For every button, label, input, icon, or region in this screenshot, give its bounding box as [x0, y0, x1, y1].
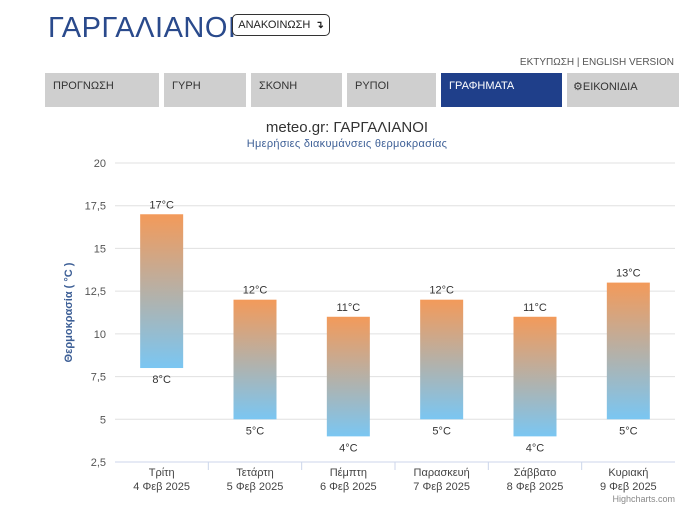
low-temp-label: 8°C [152, 374, 171, 386]
chart-subtitle: Ημερήσιες διακυμάνσεις θερμοκρασίας [246, 138, 448, 150]
tab-dust[interactable]: ΣΚΟΝΗ [251, 73, 342, 107]
temperature-bar [233, 299, 277, 420]
temperature-bar [513, 316, 557, 437]
x-tick-date: 6 Φεβ 2025 [320, 481, 377, 493]
x-tick-day: Κυριακή [608, 467, 648, 479]
high-temp-label: 17°C [149, 199, 174, 211]
low-temp-label: 4°C [339, 442, 358, 454]
x-tick-day: Τετάρτη [236, 467, 274, 479]
x-tick-date: 5 Φεβ 2025 [227, 481, 284, 493]
x-tick-date: 8 Φεβ 2025 [507, 481, 564, 493]
tab-charts[interactable]: ΓΡΑΦΗΜΑΤΑ [441, 73, 562, 107]
x-tick-day: Πέμπτη [330, 467, 367, 479]
temperature-bar [420, 299, 464, 420]
x-tick-day: Παρασκευή [414, 467, 470, 479]
high-temp-label: 11°C [523, 302, 547, 314]
tab-label: ΡΥΠΟΙ [355, 80, 390, 92]
temperature-bar [140, 214, 184, 369]
x-tick-day: Τρίτη [149, 467, 175, 479]
x-tick-day: Σάββατο [514, 467, 556, 479]
chart-title: meteo.gr: ΓΑΡΓΑΛΙΑΝΟΙ [265, 119, 429, 136]
highcharts-credit[interactable]: Highcharts.com [612, 494, 675, 504]
high-temp-label: 12°C [243, 285, 268, 297]
y-tick-label: 2,5 [91, 457, 106, 469]
tab-label: ΓΡΑΦΗΜΑΤΑ [449, 80, 515, 92]
tab-forecast[interactable]: ΠΡΟΓΝΩΣΗ [45, 73, 159, 107]
announcement-label: ΑΝΑΚΟΙΝΩΣΗ [238, 19, 311, 31]
main-tabs: ΠΡΟΓΝΩΣΗ ΓΥΡΗ ΣΚΟΝΗ ΡΥΠΟΙ ΓΡΑΦΗΜΑΤΑ ⚙ΕΙΚ… [45, 73, 679, 107]
low-temp-label: 4°C [526, 442, 545, 454]
tab-label: ΓΥΡΗ [172, 80, 201, 92]
x-tick-date: 4 Φεβ 2025 [133, 481, 190, 493]
temperature-bar [326, 316, 370, 437]
y-tick-label: 12,5 [85, 286, 106, 298]
tab-label: ΣΚΟΝΗ [259, 80, 298, 92]
y-tick-label: 10 [94, 329, 106, 341]
print-link[interactable]: ΕΚΤΥΠΩΣΗ [519, 57, 575, 68]
low-temp-label: 5°C [432, 425, 451, 437]
english-version-link[interactable]: ENGLISH VERSION [582, 57, 674, 68]
low-temp-label: 5°C [619, 425, 638, 437]
page-title: ΓΑΡΓΑΛΙΑΝΟΙ [48, 12, 237, 44]
high-temp-label: 11°C [336, 302, 360, 314]
tab-pollutants[interactable]: ΡΥΠΟΙ [347, 73, 436, 107]
arrow-down-icon: ↴ [315, 19, 324, 31]
x-tick-date: 7 Φεβ 2025 [413, 481, 470, 493]
tab-pollen[interactable]: ΓΥΡΗ [164, 73, 246, 107]
temperature-chart: meteo.gr: ΓΑΡΓΑΛΙΑΝΟΙ Ημερήσιες διακυμάν… [0, 110, 694, 514]
high-temp-label: 12°C [429, 285, 454, 297]
y-tick-label: 17,5 [85, 201, 106, 213]
high-temp-label: 13°C [616, 268, 641, 280]
tab-icons[interactable]: ⚙ΕΙΚΟΝΙΔΙΑ [567, 73, 679, 107]
gear-icon: ⚙ [573, 81, 583, 93]
x-tick-date: 9 Φεβ 2025 [600, 481, 657, 493]
y-tick-label: 5 [100, 414, 106, 426]
low-temp-label: 5°C [246, 425, 265, 437]
y-axis-label: Θερμοκρασία ( °C ) [63, 262, 75, 362]
top-links: ΕΚΤΥΠΩΣΗ | ENGLISH VERSION [520, 57, 674, 68]
y-tick-label: 15 [94, 243, 106, 255]
tab-label: ΕΙΚΟΝΙΔΙΑ [582, 81, 638, 93]
tab-label: ΠΡΟΓΝΩΣΗ [53, 80, 114, 92]
announcement-button[interactable]: ΑΝΑΚΟΙΝΩΣΗ ↴ [232, 14, 330, 36]
link-separator: | [576, 57, 580, 68]
temperature-bar [606, 282, 650, 420]
y-tick-label: 20 [94, 158, 106, 170]
y-tick-label: 7,5 [91, 372, 106, 384]
